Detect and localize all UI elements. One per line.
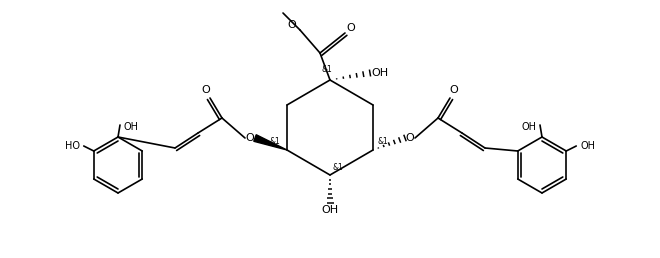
Text: OH: OH — [372, 68, 389, 78]
Text: O: O — [346, 23, 355, 33]
Text: &1: &1 — [270, 138, 280, 147]
Text: O: O — [246, 133, 254, 143]
Text: O: O — [449, 85, 459, 95]
Text: &1: &1 — [378, 138, 388, 147]
Text: O: O — [201, 85, 211, 95]
Text: &1: &1 — [321, 66, 333, 75]
Text: O: O — [288, 20, 296, 30]
Text: OH: OH — [321, 205, 339, 215]
Polygon shape — [254, 135, 287, 150]
Text: OH: OH — [580, 141, 595, 151]
Text: OH: OH — [123, 122, 138, 132]
Text: O: O — [406, 133, 414, 143]
Text: HO: HO — [65, 141, 80, 151]
Text: &1: &1 — [333, 163, 343, 172]
Text: OH: OH — [522, 122, 537, 132]
